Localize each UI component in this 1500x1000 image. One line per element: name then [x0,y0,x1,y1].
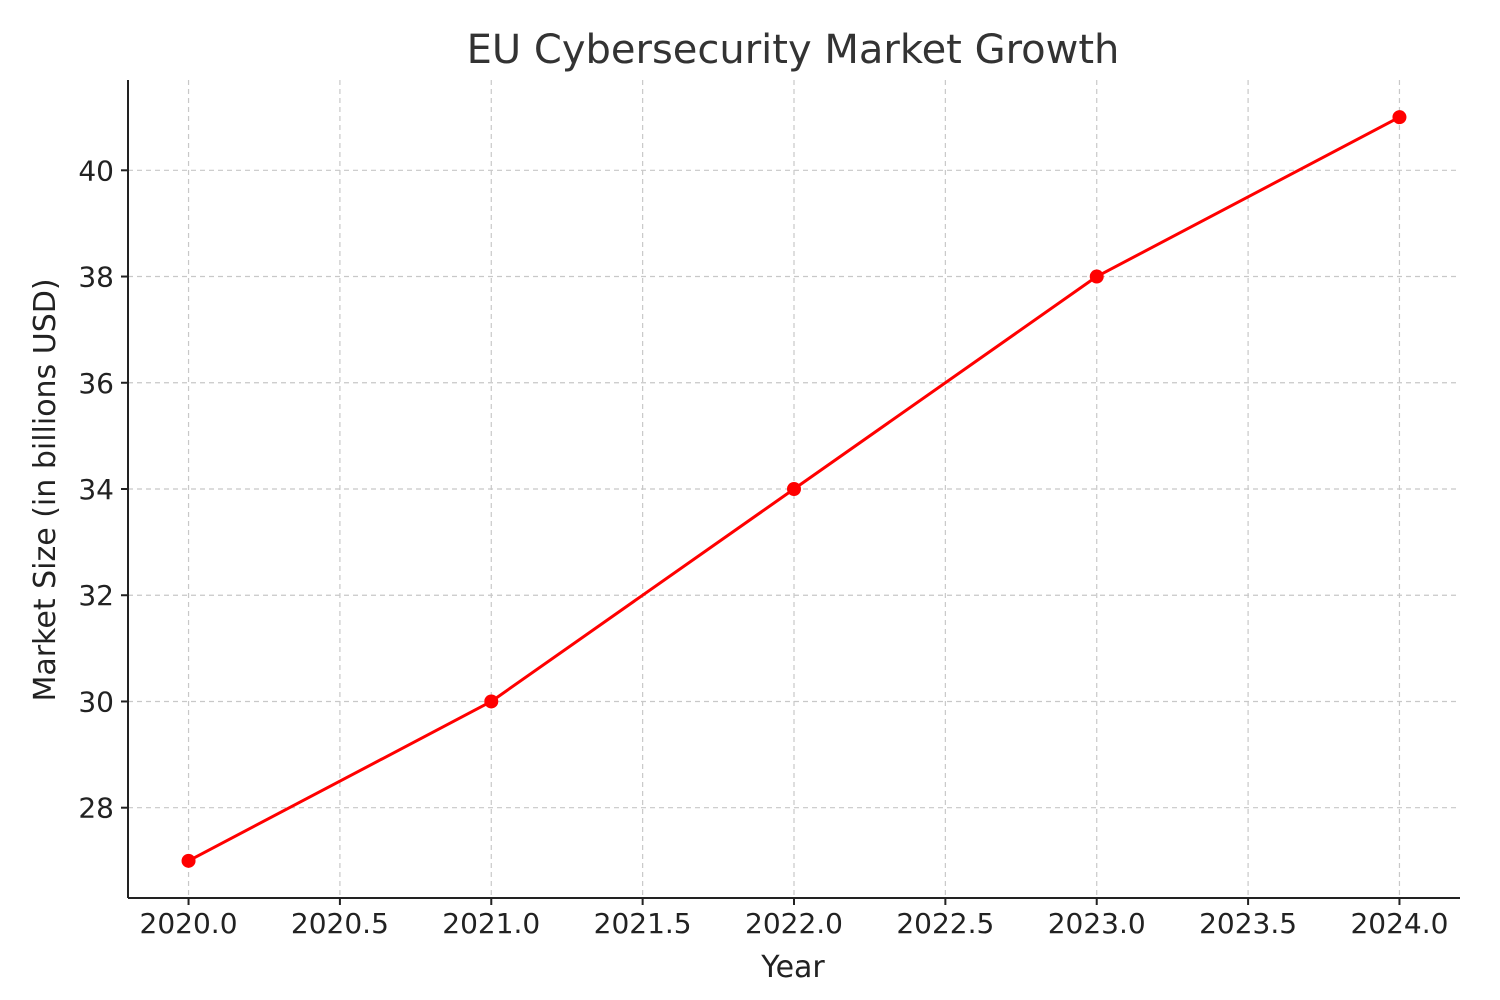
x-tick-label: 2021.5 [594,907,692,940]
axes [121,80,1460,905]
x-tick-label: 2021.0 [442,907,540,940]
x-tick-label: 2022.5 [896,907,994,940]
x-tick-label: 2024.0 [1350,907,1448,940]
data-point [1392,110,1407,125]
data-point [484,694,499,709]
y-tick-label: 34 [78,473,114,506]
tick-labels: 2020.0 2020.5 2021.0 2021.5 2022.0 2022.5 2023… [78,154,1448,940]
x-axis-label: Year [760,950,825,985]
y-tick-label: 38 [78,261,114,294]
x-tick-label: 2020.5 [291,907,389,940]
y-axis-label: Market Size (in billions USD) [28,278,63,701]
x-tick-label: 2023.5 [1199,907,1297,940]
grid-lines [128,80,1460,898]
chart-title: EU Cybersecurity Market Growth [467,27,1120,73]
data-point [181,853,196,868]
y-tick-label: 36 [78,367,114,400]
x-tick-label: 2020.0 [140,907,238,940]
y-tick-label: 32 [78,579,114,612]
data-point [787,482,801,496]
data-point [1089,269,1104,284]
y-tick-label: 28 [78,792,114,825]
series-layer [181,110,1407,868]
y-tick-label: 30 [78,685,114,718]
x-tick-label: 2023.0 [1048,907,1146,940]
y-tick-label: 40 [78,154,114,187]
x-tick-label: 2022.0 [745,907,843,940]
